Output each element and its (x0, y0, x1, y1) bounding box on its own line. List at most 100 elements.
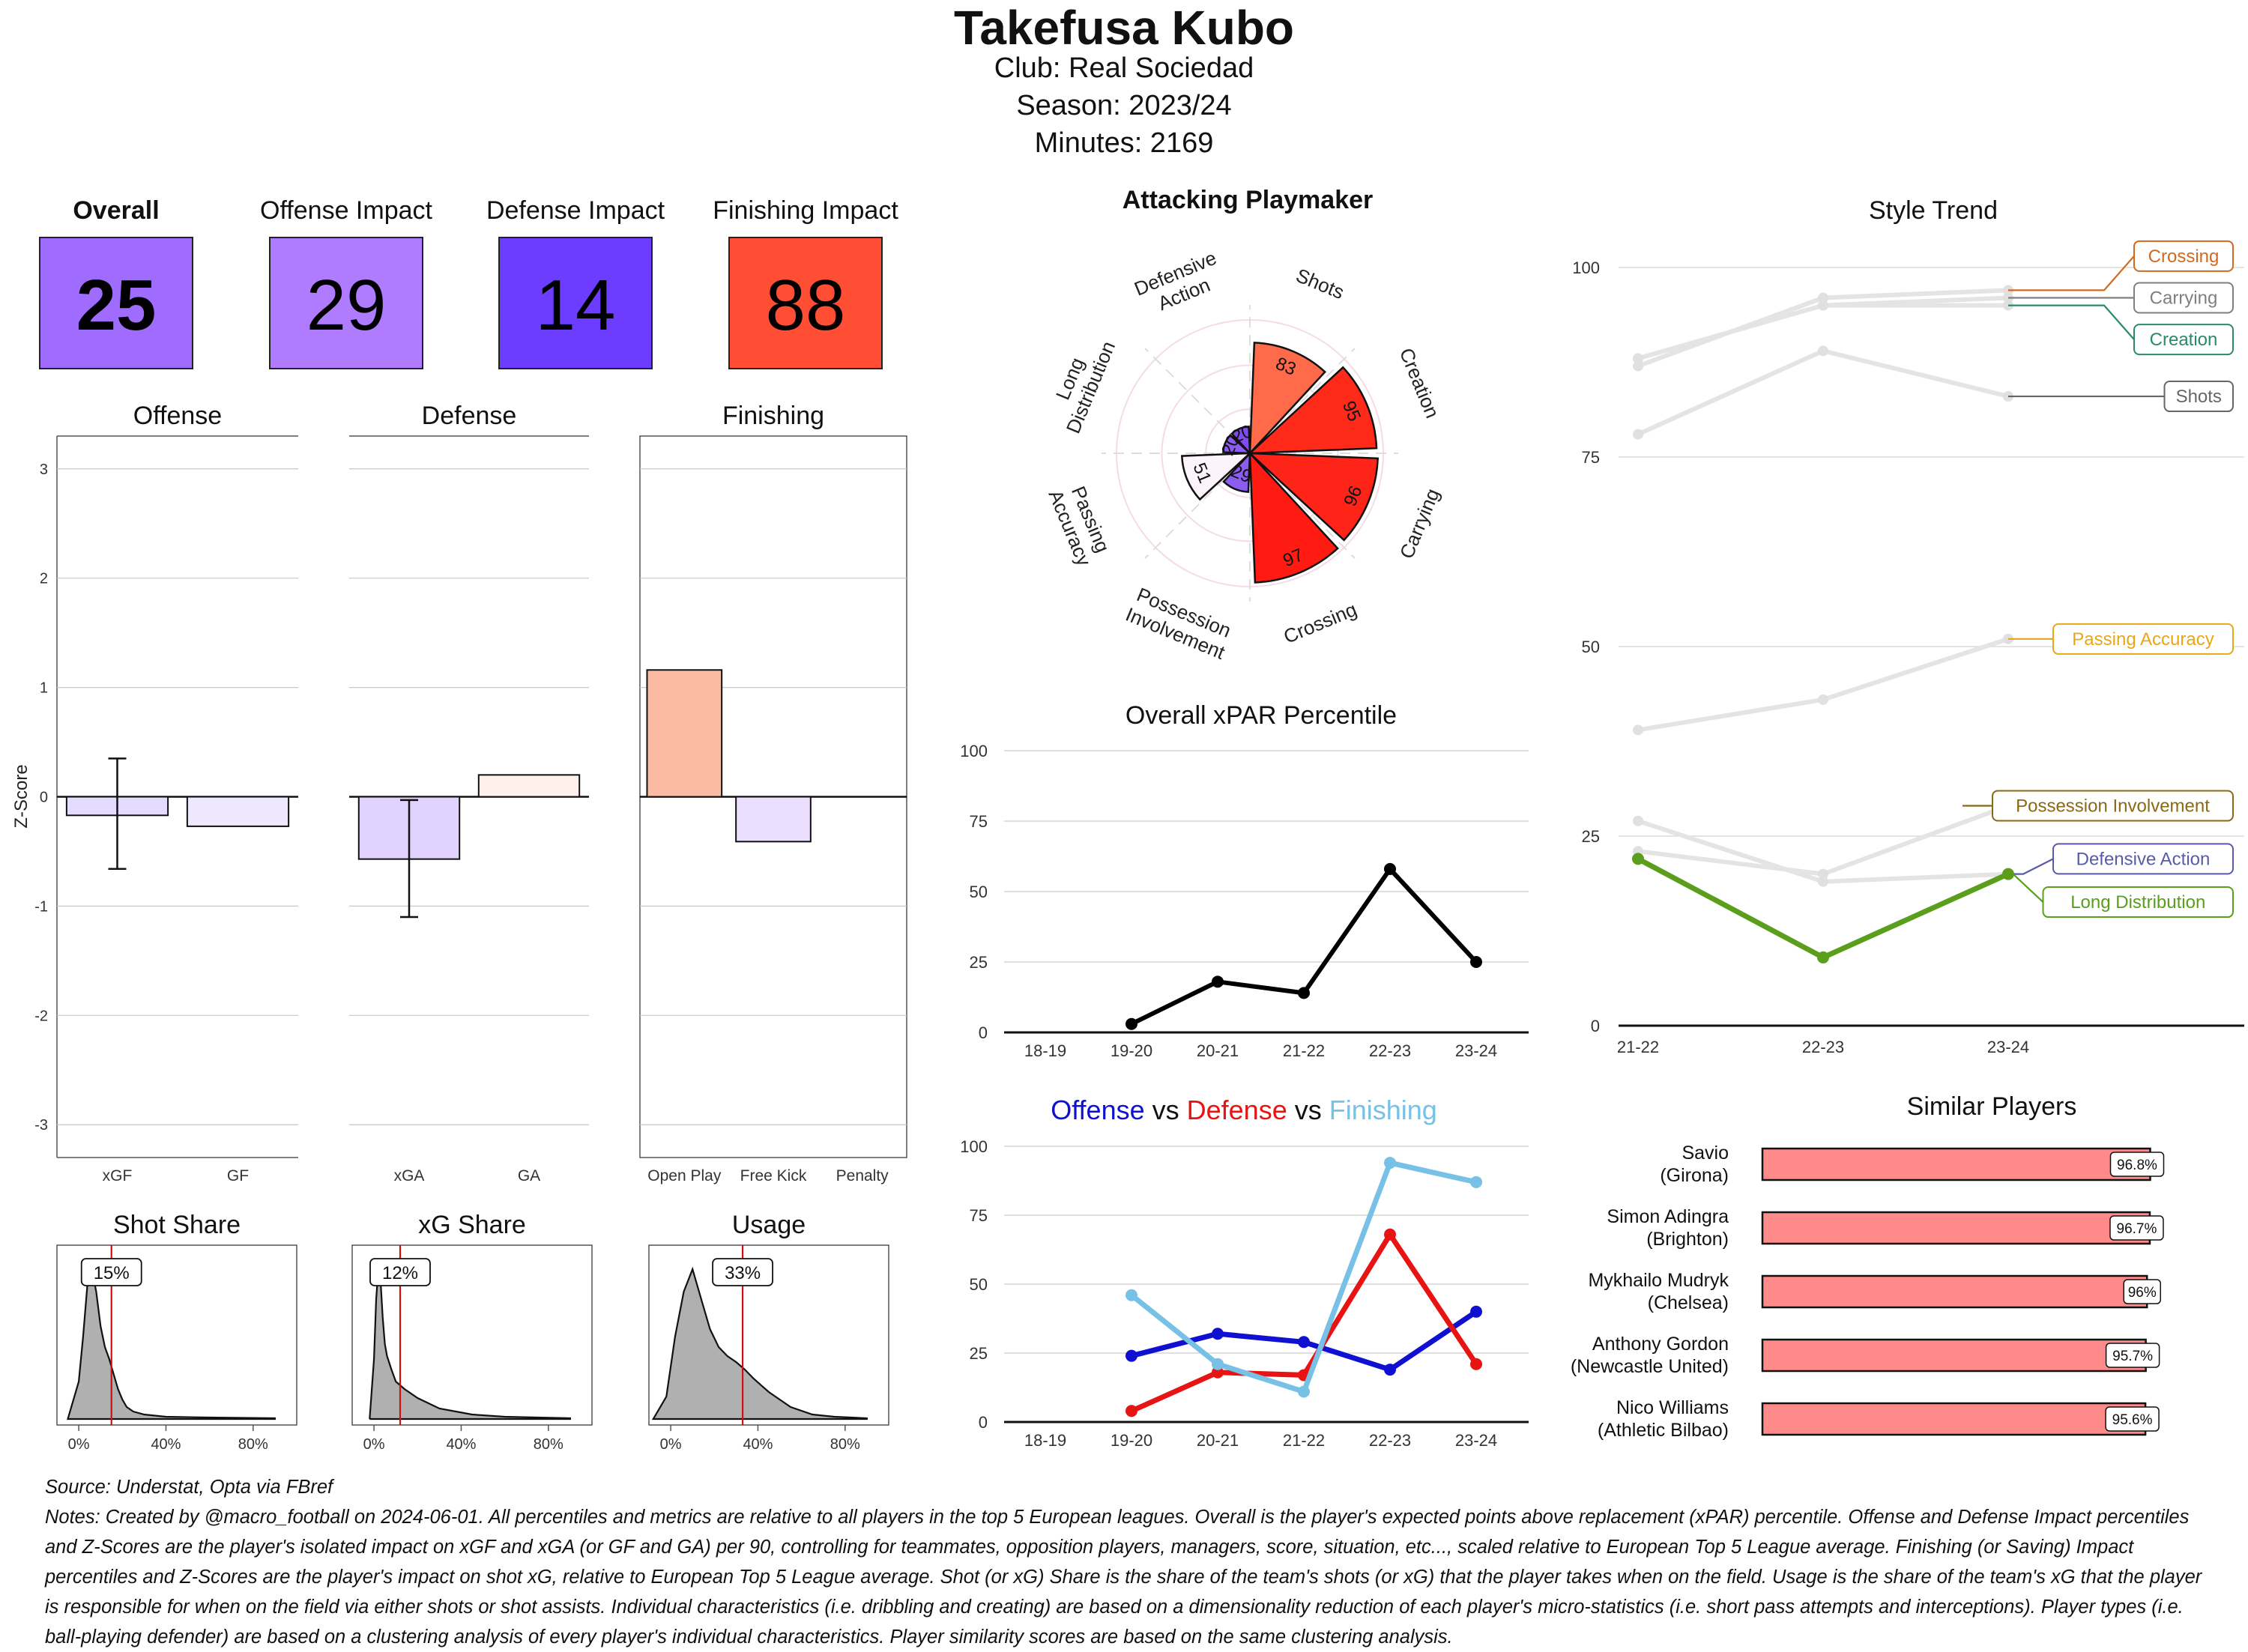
similar-player-name: Anthony Gordon (1592, 1334, 1729, 1355)
density-panel: xG Share 12% 0% 40% 80% (351, 1211, 593, 1453)
x-tick-label: 18-19 (1024, 1431, 1066, 1450)
impact-card-value: 29 (306, 265, 387, 345)
radar-ring (1161, 364, 1339, 542)
impact-card-box (728, 237, 883, 369)
faded-series-point (1818, 292, 1828, 303)
faded-series-point (1633, 724, 1643, 736)
radar-wedge (1222, 434, 1253, 455)
club-line: Club: Real Sociedad (994, 52, 1254, 84)
similarity-bar (1761, 1274, 2148, 1309)
source-text: Source: Understat, Opta via FBref (45, 1477, 333, 1498)
series-label: Passing Accuracy (2072, 629, 2214, 650)
similar-player-name: Savio (1682, 1143, 1729, 1164)
x-tick-label: 23-24 (1455, 1431, 1497, 1450)
series-point (1298, 1385, 1310, 1398)
radar-category-label: DefensiveAction (1131, 246, 1228, 321)
y-tick-label: 75 (1582, 448, 1600, 467)
x-tick-label: 21-22 (1283, 1041, 1325, 1060)
series-label: Possession Involvement (2016, 796, 2210, 817)
x-tick-label: 80% (238, 1436, 268, 1453)
series-point (1125, 1017, 1137, 1030)
faded-series-point (1633, 353, 1643, 364)
player-name: Takefusa Kubo (954, 1, 1294, 55)
radar-wedge (1230, 426, 1251, 456)
series-point (1298, 1336, 1310, 1349)
density-panel: Usage 33% 0% 40% 80% (648, 1211, 889, 1453)
radar-wedge (1247, 452, 1379, 542)
series-point (1384, 1228, 1396, 1241)
chart-title: Style Trend (1869, 196, 1998, 225)
y-axis-label: Z-Score (11, 764, 31, 828)
series-point (1470, 1305, 1482, 1318)
chart-title: Similar Players (1907, 1092, 2077, 1121)
y-tick-label: 0 (1591, 1017, 1600, 1035)
radar-spoke (1249, 348, 1356, 454)
chart-title: Offense vs Defense vs Finishing (1051, 1095, 1437, 1125)
marker-label: 33% (725, 1263, 761, 1283)
zscore-bar (646, 669, 723, 798)
playmaker-radar: Attacking Playmaker8395969729512020Shots… (1041, 186, 1444, 664)
radar-wedge (1248, 450, 1339, 584)
y-tick-label: 0 (40, 790, 48, 806)
y-tick-label: 75 (970, 1206, 988, 1225)
season-line: Season: 2023/24 (1016, 90, 1232, 121)
x-tick-label: 80% (534, 1436, 563, 1453)
zscore-bar (186, 796, 290, 827)
faded-series-point (1818, 345, 1828, 357)
panel-title: Finishing (722, 402, 824, 430)
x-tick-label: 22-23 (1369, 1431, 1411, 1450)
series-point (1125, 1405, 1137, 1417)
series-point (1470, 1358, 1482, 1370)
y-tick-label: 1 (40, 680, 48, 697)
faded-series-line (1637, 348, 2009, 437)
minutes-line: Minutes: 2169 (1034, 127, 1214, 159)
series-point (1212, 1358, 1224, 1370)
impact-card-box (269, 237, 423, 369)
y-tick-label: 50 (970, 1275, 988, 1294)
footer: Source: Understat, Opta via FBref Notes:… (45, 1472, 2218, 1652)
x-tick-label: 23-24 (1987, 1038, 2029, 1056)
marker-label-box (80, 1258, 142, 1286)
faded-series-point (1818, 300, 1828, 311)
faded-series-point (1633, 815, 1643, 826)
y-tick-label: -3 (34, 1117, 48, 1134)
x-tick-label: 21-22 (1283, 1431, 1325, 1450)
impact-card-label: Offense Impact (260, 196, 432, 225)
series-line (1130, 866, 1478, 1026)
radar-category-label: LongDistribution (1041, 330, 1120, 437)
x-tick-label: 18-19 (1024, 1041, 1066, 1060)
zscore-panel: Finishing Open Play Free Kick Penalty (639, 402, 907, 1184)
series-label-box (1992, 790, 2234, 822)
similarity-bar (1761, 1338, 2147, 1373)
x-tick-label: 23-24 (1455, 1041, 1497, 1060)
series-connector (2008, 858, 2054, 875)
similarity-label: 95.6% (2112, 1412, 2153, 1428)
series-point (1470, 1176, 1482, 1188)
radar-category-label: Shots (1293, 264, 1347, 303)
radar-category-label: Creation (1395, 345, 1444, 421)
series-label: Defensive Action (2076, 849, 2211, 869)
x-tick-label: 0% (68, 1436, 90, 1453)
marker-label: 12% (382, 1263, 418, 1283)
similarity-label-box (2123, 1279, 2161, 1304)
x-tick-label: 20-21 (1197, 1431, 1239, 1450)
ovd-chart: Offense vs Defense vs Finishing 0 25 50 75 10… (960, 1095, 1529, 1450)
panel-title: Offense (133, 402, 222, 430)
faded-series-point (1818, 868, 1828, 880)
x-tick-label: Penalty (836, 1167, 889, 1184)
x-tick-label: xGF (103, 1167, 133, 1184)
similar-player-club: (Chelsea) (1648, 1292, 1729, 1313)
zscore-bar (477, 774, 581, 798)
series-point (1298, 987, 1310, 999)
series-point (1125, 1349, 1137, 1362)
similarity-label-box (2109, 1152, 2165, 1177)
radar-wedge (1181, 452, 1253, 501)
similarity-label: 96% (2128, 1285, 2157, 1301)
radar-wedge (1247, 366, 1378, 455)
series-line (1129, 1160, 1477, 1394)
radar-spoke (1249, 453, 1356, 559)
series-label: Long Distribution (2070, 892, 2205, 913)
notes-text: Notes: Created by @macro_football on 202… (45, 1507, 2202, 1648)
